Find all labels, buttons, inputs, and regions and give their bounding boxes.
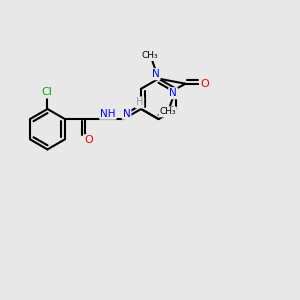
Text: O: O [200,79,209,89]
Text: Cl: Cl [41,87,52,97]
Text: N: N [169,88,177,98]
Text: O: O [85,135,93,145]
Text: NH: NH [100,109,116,119]
Text: N: N [123,109,130,119]
Text: H: H [136,98,143,107]
Text: CH₃: CH₃ [142,51,158,60]
Text: N: N [152,69,160,79]
Text: CH₃: CH₃ [159,107,176,116]
